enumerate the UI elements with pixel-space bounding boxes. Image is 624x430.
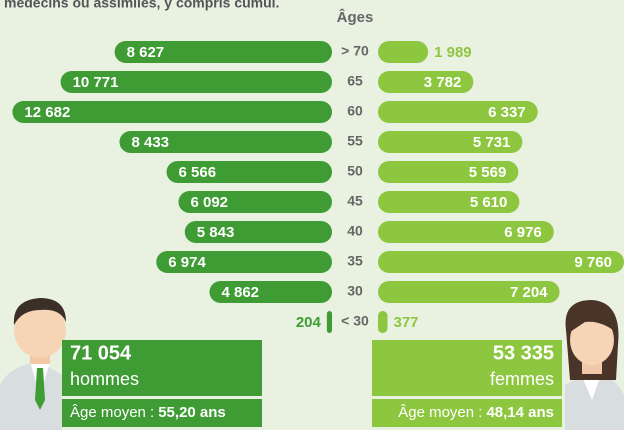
mean-label: Âge moyen : [398,404,482,421]
mean-text: Âge moyen :55,20 ans [70,404,226,421]
axis-title: Âges [337,8,374,26]
value-label: 5 843 [197,224,235,241]
age-label: 45 [347,193,363,209]
value-label: 4 862 [221,284,259,301]
age-label: 65 [347,73,363,89]
total-label: femmes [490,369,554,389]
chart: médecins ou assimilés, y compris cumul. … [0,0,624,430]
value-label: 8 627 [127,44,165,61]
age-label: > 70 [341,43,369,59]
age-label: 35 [347,253,363,269]
value-label: 6 092 [190,194,228,211]
value-label: 204 [296,314,322,331]
subtitle: médecins ou assimilés, y compris cumul. [4,0,279,11]
value-label: 5 569 [469,164,507,181]
age-label: < 30 [341,313,369,329]
value-label: 5 731 [473,134,511,151]
man-icon [0,298,66,430]
age-label: 30 [347,283,363,299]
age-label: 60 [347,103,363,119]
value-label: 8 433 [131,134,169,151]
mean-value: 55,20 ans [158,404,226,421]
age-label: 55 [347,133,363,149]
mean-value: 48,14 ans [486,404,554,421]
age-label: 40 [347,223,363,239]
mean-text: Âge moyen :48,14 ans [398,404,554,421]
value-label: 6 974 [168,254,206,271]
value-label: 5 610 [470,194,508,211]
value-label: 6 976 [504,224,542,241]
total: 71 054 [70,342,132,364]
value-label: 7 204 [510,284,548,301]
value-label: 10 771 [73,74,119,91]
value-label: 1 989 [434,44,472,61]
mean-label: Âge moyen : [70,404,154,421]
value-label: 12 682 [24,104,70,121]
bar [378,311,388,333]
value-label: 9 760 [574,254,612,271]
bar [327,311,332,333]
bar [378,41,428,63]
age-label: 50 [347,163,363,179]
value-label: 3 782 [424,74,462,91]
value-label: 6 566 [179,164,217,181]
woman-icon [565,300,624,430]
total-label: hommes [70,369,139,389]
value-label: 377 [394,314,419,331]
total: 53 335 [493,342,554,364]
value-label: 6 337 [488,104,526,121]
